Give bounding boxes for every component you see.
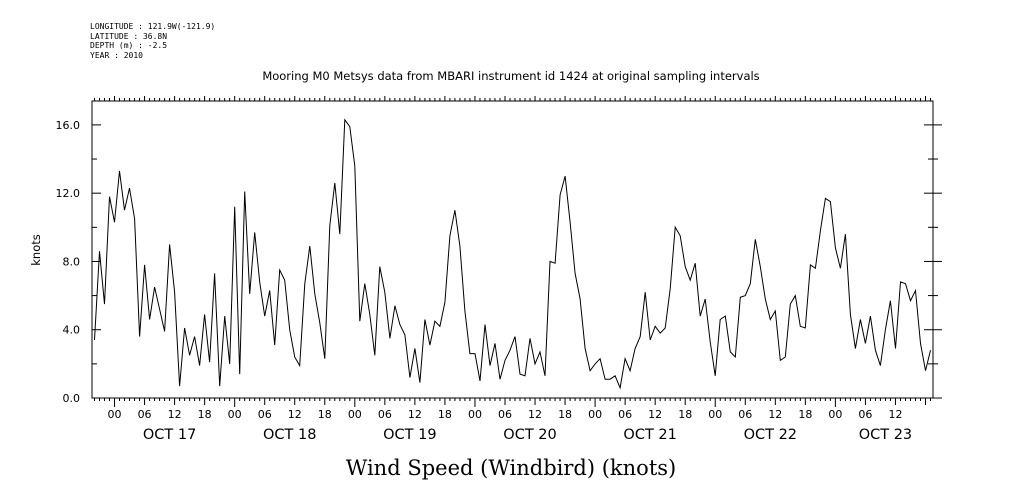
x-day-label: OCT 21 (623, 427, 676, 443)
y-tick-label: 4.0 (63, 324, 81, 337)
wind-speed-line (94, 118, 931, 390)
x-axis: 00 06 12 18 00 06 12 18 00 06 12 18 00 06 12 18 00 06 12 18… (94, 96, 931, 443)
x-tick-label: 18 (558, 408, 572, 421)
x-tick-label: 18 (318, 408, 332, 421)
x-tick-label: 12 (168, 408, 182, 421)
x-tick-label: 06 (738, 408, 752, 421)
x-tick-label: 00 (708, 408, 722, 421)
y-axis-label: knots (29, 234, 43, 266)
y-tick-label: 0.0 (63, 392, 81, 405)
x-day-label: OCT 23 (859, 427, 912, 443)
mooring-metadata: LONGITUDE : 121.9W(-121.9) LATITUDE : 36… (90, 22, 215, 60)
x-tick-label: 12 (408, 408, 422, 421)
year-line: YEAR : 2010 (90, 50, 143, 60)
x-tick-label: 00 (828, 408, 842, 421)
x-tick-label: 18 (198, 408, 212, 421)
y-tick-label: 16.0 (56, 119, 81, 132)
depth-line: DEPTH (m) : -2.5 (90, 41, 168, 50)
x-day-label: OCT 17 (143, 427, 196, 443)
x-tick-label: 18 (798, 408, 812, 421)
x-tick-label: 00 (228, 408, 242, 421)
y-tick-label: 12.0 (56, 187, 81, 200)
y-tick-label: 8.0 (63, 255, 81, 268)
x-tick-label: 12 (648, 408, 662, 421)
plot-frame (91, 100, 934, 399)
x-tick-label: 06 (258, 408, 272, 421)
x-tick-label: 18 (678, 408, 692, 421)
x-day-label: OCT 22 (744, 427, 797, 443)
x-tick-label: 06 (138, 408, 152, 421)
latitude-line: LATITUDE : 36.8N (90, 31, 168, 41)
x-tick-label: 00 (468, 408, 482, 421)
x-tick-label: 00 (348, 408, 362, 421)
x-tick-label: 12 (768, 408, 782, 421)
x-axis-label: Wind Speed (Windbird) (knots) (346, 456, 676, 480)
x-day-label: OCT 19 (383, 427, 436, 443)
x-day-label: OCT 20 (503, 427, 556, 443)
x-tick-label: 06 (858, 408, 872, 421)
x-tick-label: 00 (108, 408, 122, 421)
x-tick-label: 12 (528, 408, 542, 421)
longitude-line: LONGITUDE : 121.9W(-121.9) (90, 22, 216, 31)
x-tick-label: 18 (438, 408, 452, 421)
y-axis: 0.0 4.0 8.0 12.0 16.0 (56, 119, 942, 405)
x-tick-label: 12 (288, 408, 302, 421)
x-tick-label: 06 (618, 408, 632, 421)
x-tick-label: 06 (498, 408, 512, 421)
x-tick-label: 06 (378, 408, 392, 421)
x-tick-label: 12 (888, 408, 902, 421)
x-tick-label: 00 (588, 408, 602, 421)
chart-title: Mooring M0 Metsys data from MBARI instru… (262, 69, 759, 83)
x-day-label: OCT 18 (263, 427, 316, 443)
